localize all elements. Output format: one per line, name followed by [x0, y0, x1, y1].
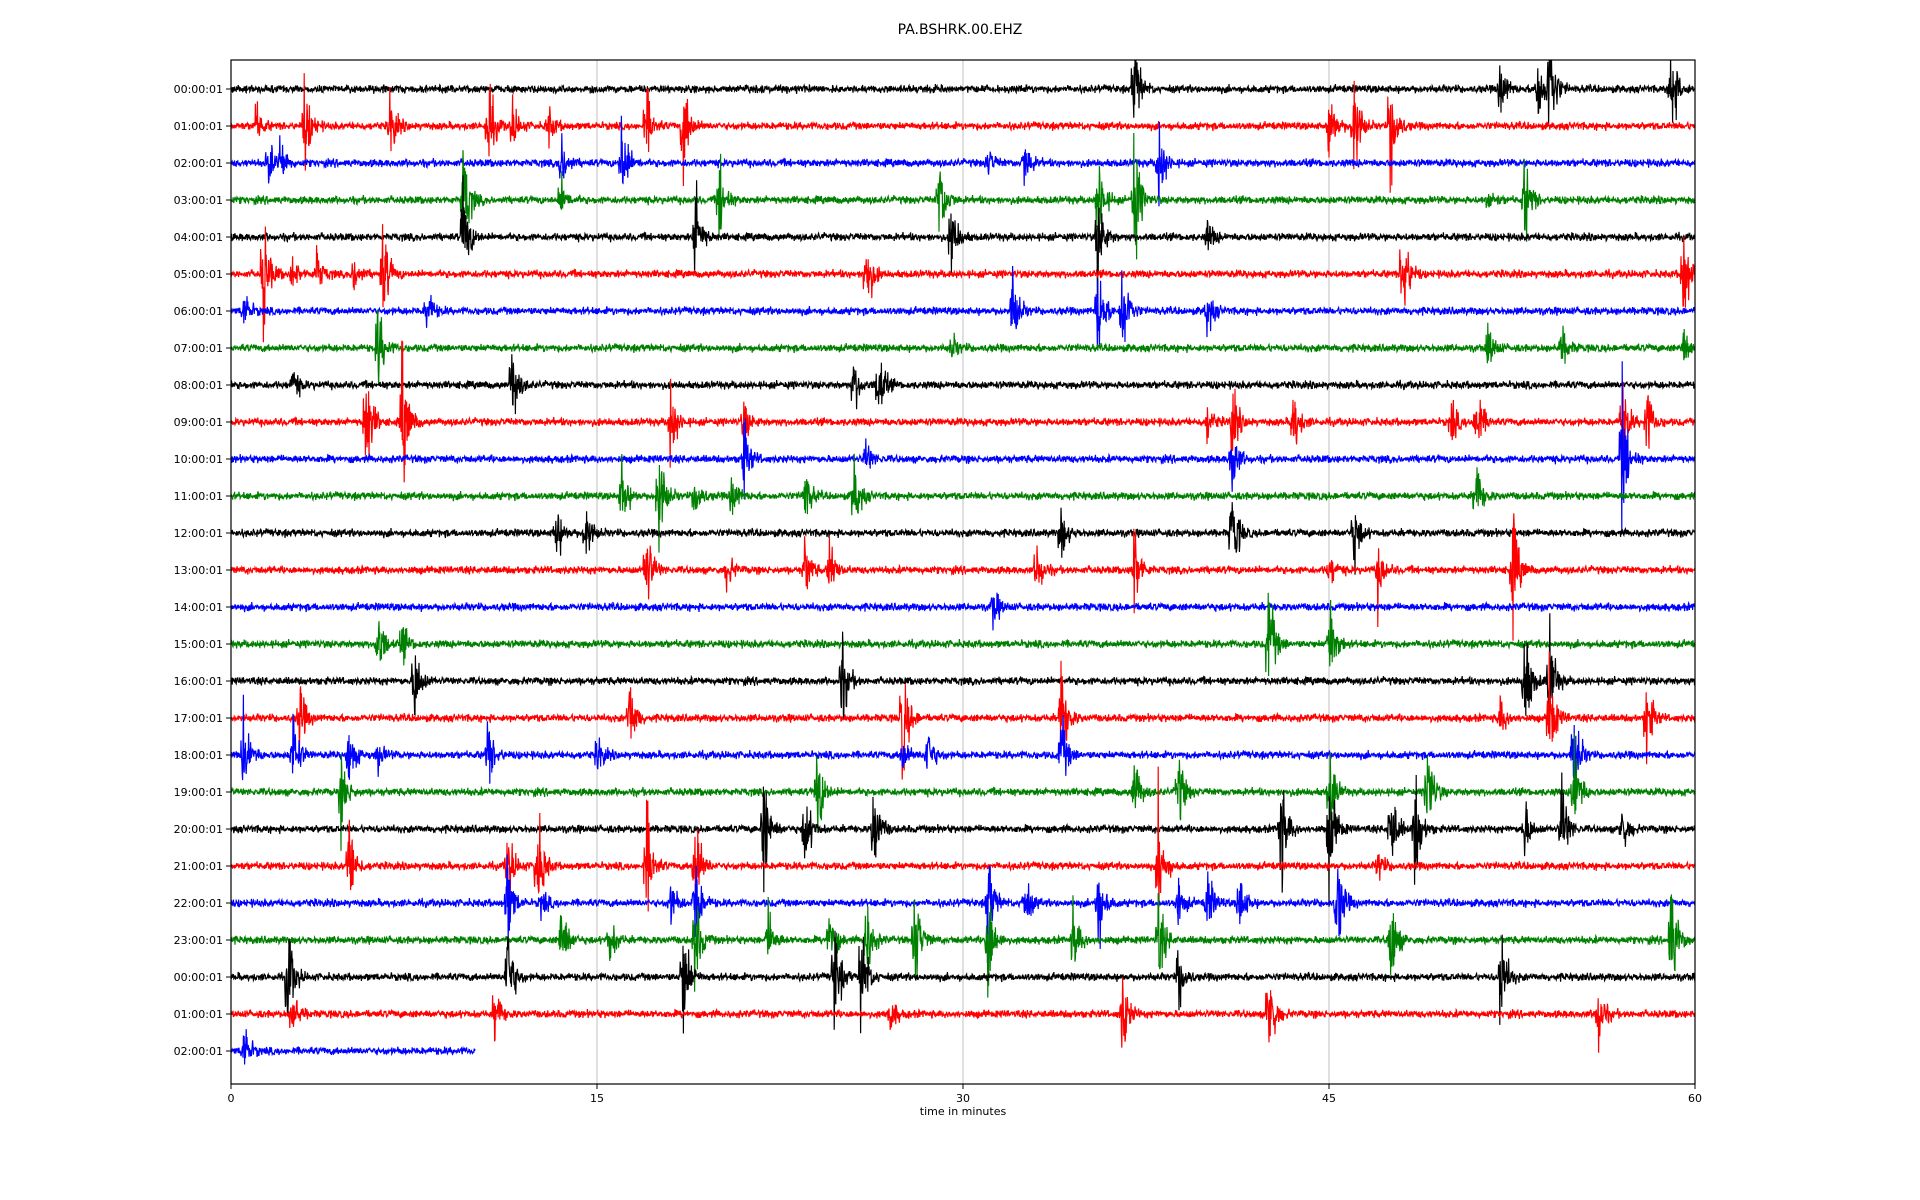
trace-line	[231, 694, 1695, 788]
trace-line	[231, 854, 1695, 964]
x-axis-label: time in minutes	[919, 1105, 1007, 1118]
y-tick-label: 00:00:01	[174, 83, 223, 96]
y-tick-label: 18:00:01	[174, 749, 223, 762]
trace-line	[231, 175, 1695, 303]
chart-title: PA.BSHRK.00.EHZ	[897, 22, 1023, 38]
trace-line	[231, 766, 1695, 912]
y-tick-label: 08:00:01	[174, 379, 223, 392]
y-tick-label: 20:00:01	[174, 823, 223, 836]
y-tick-label: 07:00:01	[174, 342, 223, 355]
trace-line	[231, 513, 1695, 641]
trace-line	[231, 361, 1695, 534]
trace-line	[231, 340, 1695, 483]
trace-line	[231, 733, 1695, 851]
y-tick-label: 23:00:01	[174, 934, 223, 947]
trace-line	[231, 115, 1695, 207]
y-tick-label: 01:00:01	[174, 1008, 223, 1021]
y-tick-label: 10:00:01	[174, 453, 223, 466]
trace-line	[231, 265, 1695, 350]
trace-line	[231, 453, 1695, 553]
trace-line	[231, 651, 1695, 780]
trace-line	[231, 60, 1695, 127]
trace-line	[231, 613, 1695, 719]
x-tick-label: 30	[956, 1092, 970, 1105]
trace-line	[231, 1029, 476, 1065]
y-tick-label: 15:00:01	[174, 638, 223, 651]
y-tick-label: 02:00:01	[174, 157, 223, 170]
x-tick-label: 15	[590, 1092, 604, 1105]
y-tick-label: 22:00:01	[174, 897, 223, 910]
y-tick-label: 13:00:01	[174, 564, 223, 577]
trace-line	[231, 977, 1695, 1053]
trace-line	[231, 73, 1695, 193]
y-tick-label: 06:00:01	[174, 305, 223, 318]
trace-line	[231, 772, 1695, 907]
x-tick-label: 45	[1322, 1092, 1336, 1105]
y-tick-label: 16:00:01	[174, 675, 223, 688]
trace-line	[231, 309, 1695, 385]
trace-line	[231, 132, 1695, 260]
traces	[231, 60, 1695, 1065]
trace-line	[231, 502, 1695, 575]
y-tick-label: 14:00:01	[174, 601, 223, 614]
trace-line	[231, 592, 1695, 631]
y-tick-label: 09:00:01	[174, 416, 223, 429]
y-tick-label: 02:00:01	[174, 1045, 223, 1058]
trace-line	[231, 592, 1695, 677]
y-tick-label: 19:00:01	[174, 786, 223, 799]
x-tick-label: 60	[1688, 1092, 1702, 1105]
y-tick-label: 21:00:01	[174, 860, 223, 873]
x-tick-label: 0	[228, 1092, 235, 1105]
y-tick-label: 01:00:01	[174, 120, 223, 133]
trace-line	[231, 893, 1695, 998]
y-tick-label: 17:00:01	[174, 712, 223, 725]
trace-line	[231, 354, 1695, 415]
trace-line	[231, 224, 1695, 343]
y-tick-label: 11:00:01	[174, 490, 223, 503]
y-tick-label: 12:00:01	[174, 527, 223, 540]
y-tick-label: 00:00:01	[174, 971, 223, 984]
y-tick-label: 04:00:01	[174, 231, 223, 244]
y-tick-label: 05:00:01	[174, 268, 223, 281]
y-tick-label: 03:00:01	[174, 194, 223, 207]
trace-line	[231, 930, 1695, 1034]
